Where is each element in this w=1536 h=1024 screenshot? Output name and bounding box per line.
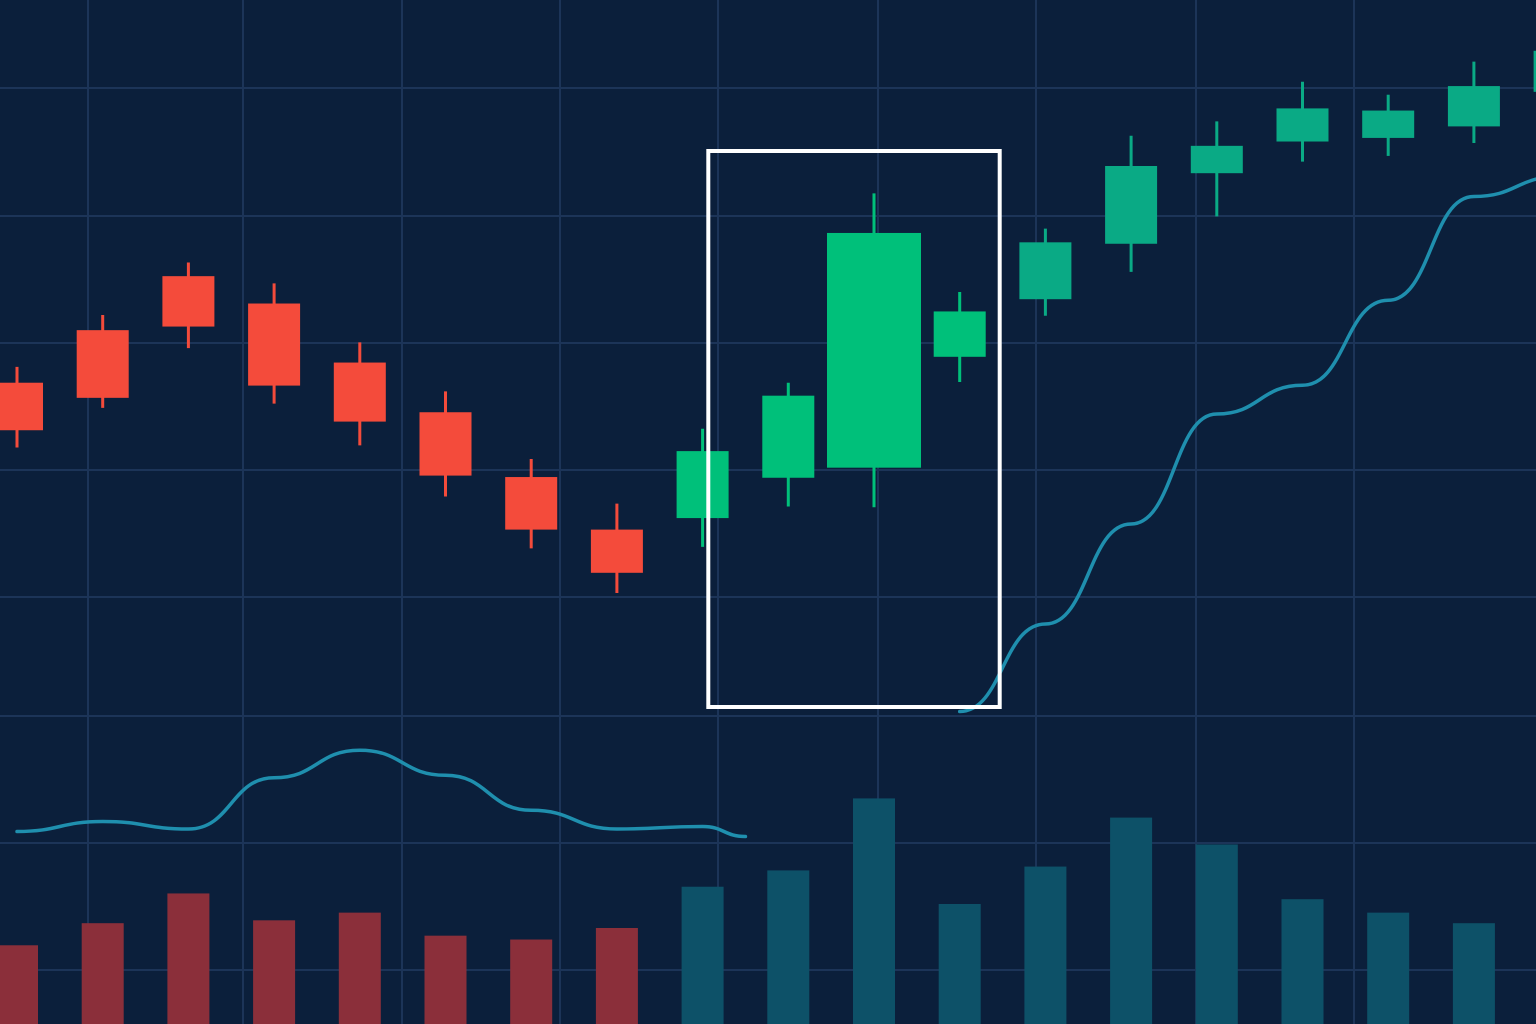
candle [1533,50,1536,92]
candle [827,193,921,508]
volume-bar [1281,899,1324,1024]
candle-body [676,451,729,519]
candle-body [76,330,129,398]
candle-body [505,477,558,530]
candle [76,315,129,408]
highlight-box-group [706,149,1002,709]
candle [762,382,815,507]
moving-average [15,177,1536,839]
moving-average-line-lower [15,748,748,839]
volume-bar [0,945,38,1024]
candle [590,503,643,593]
volume-bars [0,798,1495,1024]
candle-body [762,395,815,478]
candle [419,391,472,497]
candle-body [162,276,215,327]
volume-bar [253,920,296,1024]
candle-body [0,382,43,431]
candle [333,342,386,446]
volume-bar [938,904,981,1024]
candles [0,50,1536,593]
volume-bar [681,886,724,1024]
candle-body [590,529,643,573]
candle-body [1105,166,1158,244]
volume-bar [1452,923,1495,1024]
candle-body [1019,242,1072,300]
candle-body [333,362,386,422]
candle [248,283,301,404]
highlight-box [706,149,1002,709]
candle [1105,135,1158,272]
volume-bar [767,870,810,1024]
candle [1019,228,1072,316]
candle-body [827,232,921,468]
volume-bar [424,935,467,1024]
candle-body [1533,50,1536,92]
volume-bar [167,893,210,1024]
volume-bar [510,939,553,1024]
candle [1362,94,1415,156]
volume-bar [1195,844,1238,1024]
volume-bar [81,923,124,1024]
candle [0,366,43,448]
candle-body [1276,108,1329,142]
volume-bar [1367,912,1410,1024]
candle [505,459,558,549]
candle [1190,121,1243,217]
candle [1276,81,1329,162]
candle [933,292,986,382]
candle-body [419,412,472,476]
volume-bar [595,928,638,1024]
moving-average-line [957,177,1536,714]
candle-body [1190,145,1243,174]
candle [676,428,729,547]
volume-bar [853,798,895,1024]
candle-body [1447,86,1500,127]
candle-body [1362,110,1415,138]
volume-bar [338,912,381,1024]
volume-bar [1024,866,1067,1024]
candle [1447,61,1500,143]
volume-bar [1110,817,1153,1024]
candle-body [933,311,986,357]
candle-body [248,303,301,386]
candle [162,262,215,349]
